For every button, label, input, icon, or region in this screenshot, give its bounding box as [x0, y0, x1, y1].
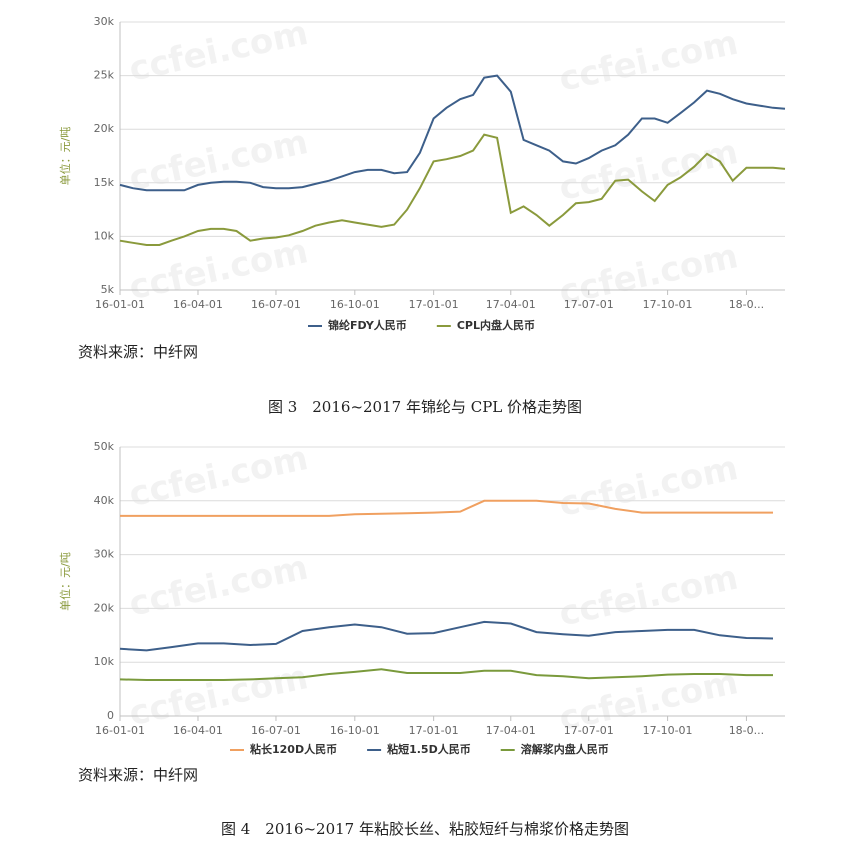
watermark: ccfei.com: [126, 231, 312, 308]
x-tick-label: 18-0...: [729, 298, 764, 311]
y-tick-label: 10k: [94, 229, 115, 242]
figure-caption: 图 3 2016~2017 年锦纶与 CPL 价格走势图: [268, 398, 582, 416]
x-tick-label: 17-07-01: [564, 298, 614, 311]
y-tick-label: 30k: [94, 548, 115, 561]
legend-label: 锦纶FDY人民币: [328, 318, 407, 332]
x-tick-label: 17-04-01: [486, 724, 536, 737]
y-tick-label: 20k: [94, 601, 115, 614]
x-tick-label: 16-10-01: [330, 298, 380, 311]
y-tick-label: 0: [107, 709, 114, 722]
y-tick-label: 30k: [94, 15, 115, 28]
y-axis-title: 单位：元/吨: [58, 552, 72, 611]
watermark: ccfei.com: [126, 548, 312, 625]
y-tick-label: 10k: [94, 655, 115, 668]
x-tick-label: 16-01-01: [95, 724, 145, 737]
x-tick-label: 16-10-01: [330, 724, 380, 737]
legend-label: CPL内盘人民币: [457, 318, 535, 332]
watermark: ccfei.com: [126, 657, 312, 734]
y-tick-label: 5k: [101, 283, 115, 296]
legend-label: 溶解浆内盘人民币: [521, 742, 609, 756]
y-tick-label: 20k: [94, 122, 115, 135]
y-tick-label: 50k: [94, 440, 115, 453]
figure-caption: 图 4 2016~2017 年粘胶长丝、粘胶短纤与棉浆价格走势图: [221, 820, 629, 838]
watermark: ccfei.com: [126, 13, 312, 90]
x-tick-label: 17-04-01: [486, 298, 536, 311]
x-tick-label: 17-01-01: [409, 298, 459, 311]
y-tick-label: 25k: [94, 69, 115, 82]
x-tick-label: 16-04-01: [173, 298, 223, 311]
y-axis-title: 单位：元/吨: [58, 127, 72, 186]
x-tick-label: 18-0...: [729, 724, 764, 737]
x-tick-label: 16-07-01: [251, 724, 301, 737]
series-line: [120, 499, 773, 517]
y-tick-label: 15k: [94, 176, 115, 189]
legend-label: 粘长120D人民币: [250, 742, 337, 756]
series-line: [119, 620, 774, 652]
x-tick-label: 17-10-01: [643, 298, 693, 311]
source-note: 资料来源：中纤网: [78, 343, 198, 361]
watermark: ccfei.com: [126, 438, 312, 515]
series-line: [119, 133, 786, 246]
series-line: [119, 74, 786, 192]
x-tick-label: 17-07-01: [564, 724, 614, 737]
x-tick-label: 16-07-01: [251, 298, 301, 311]
source-note: 资料来源：中纤网: [78, 766, 198, 784]
y-tick-label: 40k: [94, 494, 115, 507]
watermark: ccfei.com: [556, 558, 742, 635]
x-tick-label: 17-01-01: [409, 724, 459, 737]
legend-label: 粘短1.5D人民币: [387, 742, 471, 756]
x-tick-label: 17-10-01: [643, 724, 693, 737]
watermark: ccfei.com: [556, 23, 742, 100]
series-line: [119, 668, 773, 681]
x-tick-label: 16-01-01: [95, 298, 145, 311]
x-tick-label: 16-04-01: [173, 724, 223, 737]
